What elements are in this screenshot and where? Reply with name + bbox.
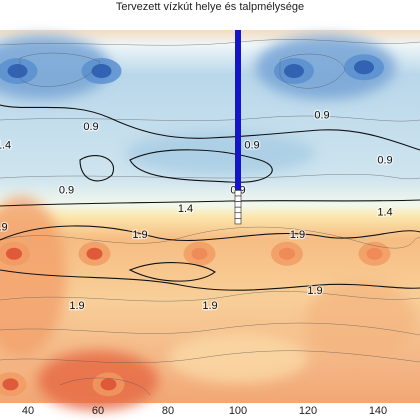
x-tick-label-0: 40 xyxy=(22,405,34,417)
well-casing xyxy=(235,30,241,191)
contour-label-12: 1.9 xyxy=(69,300,84,312)
contour-major-6 xyxy=(128,262,216,282)
contour-label-9: 1.9 xyxy=(0,222,8,234)
low-core-center-2 xyxy=(284,64,304,79)
well-screen-segment-5 xyxy=(234,218,242,225)
x-tick-label-1: 60 xyxy=(92,405,104,417)
field-blobs xyxy=(0,35,416,411)
contour-label-10: 1.9 xyxy=(132,229,147,241)
low-core-center-3 xyxy=(354,60,374,75)
contour-major-0 xyxy=(0,104,420,151)
contour-line-5 xyxy=(0,226,420,249)
low-core-center-0 xyxy=(7,64,28,79)
contour-label-7: 1.4 xyxy=(178,203,193,215)
high-core-center-5 xyxy=(2,378,19,391)
high-core-center-4 xyxy=(366,247,383,260)
contour-major-3 xyxy=(0,199,420,207)
high-core-center-3 xyxy=(279,247,295,260)
contour-line-4 xyxy=(0,174,420,180)
high-zone-left xyxy=(0,196,66,357)
contour-label-14: 1.9 xyxy=(307,285,322,297)
contour-line-7 xyxy=(0,322,420,336)
contour-label-11: 1.9 xyxy=(290,229,305,241)
contour-label-6: 1.4 xyxy=(0,140,11,152)
contour-line-1 xyxy=(19,52,101,87)
x-tick-label-2: 80 xyxy=(162,405,174,417)
well-screen-segment-2 xyxy=(234,201,242,208)
x-tick-label-4: 120 xyxy=(299,405,317,417)
chart-title: Tervezett vízkút helye és talpmélysége xyxy=(115,1,305,13)
high-zone-right xyxy=(305,280,416,361)
contour-label-13: 1.9 xyxy=(202,300,217,312)
well-screen-segment-3 xyxy=(234,206,242,214)
mid-zone-bottom xyxy=(168,333,308,384)
contour-label-4: 0.9 xyxy=(314,110,329,122)
contour-label-5: 0.9 xyxy=(377,154,392,166)
contour-label-0: 0.9 xyxy=(83,121,98,133)
well-screen-segment-0 xyxy=(234,190,242,197)
contour-line-3 xyxy=(0,115,420,122)
contour-label-2: 0.9 xyxy=(244,140,259,152)
contour-line-9 xyxy=(59,377,151,396)
contour-major-1 xyxy=(129,149,273,183)
well-screen-segment-1 xyxy=(234,195,242,202)
contour-major-5 xyxy=(0,269,420,291)
contour-line-6 xyxy=(0,291,420,302)
low-core-center-1 xyxy=(91,64,112,79)
contour-label-8: 1.4 xyxy=(377,207,392,219)
high-core-center-1 xyxy=(86,247,103,260)
high-core-center-0 xyxy=(6,247,22,260)
contour-major-4 xyxy=(0,225,420,242)
x-tick-label-3: 100 xyxy=(229,405,247,417)
contour-major-2 xyxy=(79,155,115,182)
contour-line-8 xyxy=(0,350,420,363)
high-core-center-6 xyxy=(100,378,117,391)
well-screen-segment-4 xyxy=(234,212,242,219)
x-tick-label-5: 140 xyxy=(369,405,387,417)
contour-label-1: 0.9 xyxy=(59,184,74,196)
high-core-center-2 xyxy=(191,247,208,260)
